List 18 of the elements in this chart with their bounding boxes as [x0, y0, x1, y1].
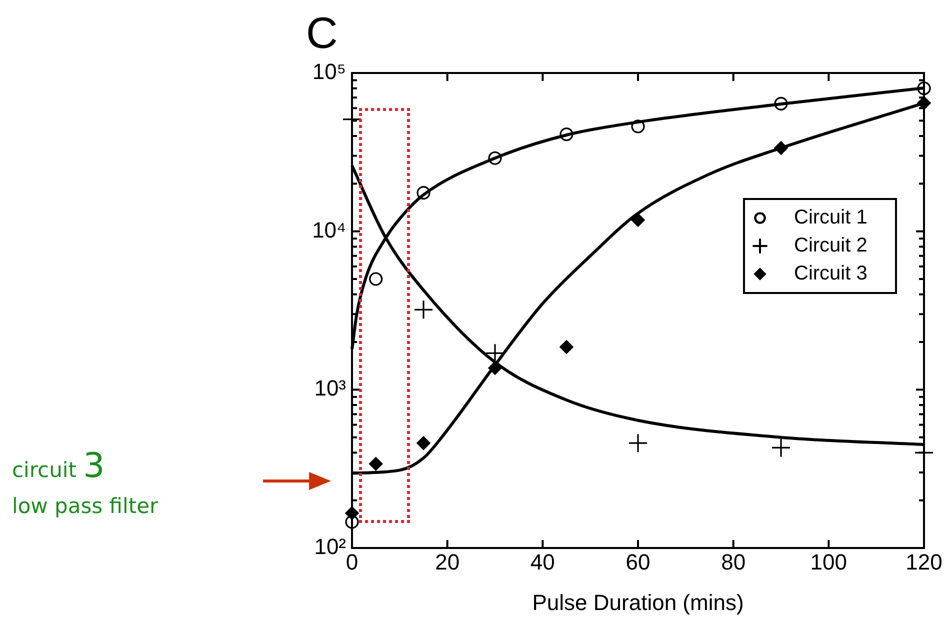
x-tick-label: 120 [906, 549, 942, 574]
legend-label: Circuit 2 [794, 234, 868, 257]
y-tick-label: 10³ [314, 376, 346, 401]
x-tick-label: 0 [346, 549, 358, 574]
text: low pass filter [12, 494, 158, 518]
legend-label: Circuit 1 [794, 206, 868, 229]
x-tick-label: 20 [435, 549, 460, 574]
y-tick-label: 10² [314, 534, 346, 560]
x-tick-label: 80 [721, 549, 746, 574]
y-tick-label: 10⁵ [312, 59, 346, 84]
text: circuit 3 [12, 446, 105, 486]
y-tick-label: 10⁴ [312, 217, 346, 242]
legend-label: Circuit 3 [794, 262, 868, 285]
x-tick-label: 60 [626, 549, 650, 574]
x-tick-label: 40 [530, 549, 555, 574]
x-axis-title: Pulse Duration (mins) [532, 590, 744, 615]
chart-title: C [306, 9, 338, 58]
x-tick-label: 100 [810, 549, 848, 574]
